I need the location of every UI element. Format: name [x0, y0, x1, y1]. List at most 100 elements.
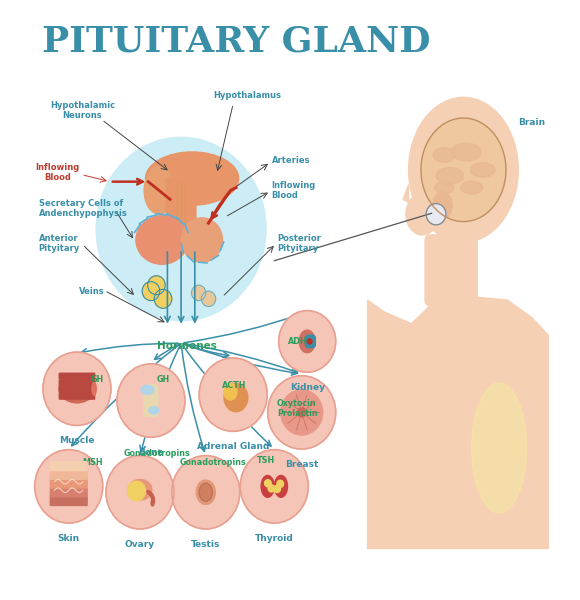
FancyBboxPatch shape — [425, 235, 477, 306]
Text: Hormones: Hormones — [157, 341, 216, 352]
Circle shape — [191, 285, 206, 301]
Ellipse shape — [151, 495, 154, 500]
Ellipse shape — [409, 97, 519, 242]
Ellipse shape — [151, 497, 155, 503]
Ellipse shape — [141, 385, 154, 394]
Circle shape — [148, 276, 165, 295]
Circle shape — [35, 449, 103, 523]
Text: Muscle: Muscle — [59, 436, 95, 445]
Text: Veins: Veins — [79, 287, 104, 296]
Circle shape — [274, 485, 281, 493]
Text: Ovary: Ovary — [125, 539, 155, 548]
Text: GH: GH — [157, 376, 170, 385]
Text: Gonadotropins: Gonadotropins — [124, 449, 190, 458]
Text: Hypothalamus: Hypothalamus — [213, 91, 281, 100]
Circle shape — [106, 455, 174, 529]
Text: ACTH: ACTH — [222, 381, 246, 390]
FancyBboxPatch shape — [306, 335, 316, 347]
Ellipse shape — [274, 475, 288, 497]
Text: Testis: Testis — [191, 539, 220, 548]
Text: TSH: TSH — [257, 457, 275, 466]
FancyBboxPatch shape — [59, 380, 95, 386]
Circle shape — [128, 481, 146, 501]
Text: Gonadotropins: Gonadotropins — [180, 458, 246, 467]
Circle shape — [307, 339, 312, 344]
Ellipse shape — [182, 218, 223, 262]
Circle shape — [96, 137, 266, 321]
Text: Brain: Brain — [519, 118, 545, 127]
Ellipse shape — [136, 216, 188, 264]
Circle shape — [201, 291, 216, 307]
Text: Bone: Bone — [138, 448, 164, 457]
Text: Oxytocin: Oxytocin — [277, 399, 317, 408]
Text: MSH: MSH — [82, 458, 103, 467]
Circle shape — [264, 479, 271, 487]
Text: Adrenal Gland: Adrenal Gland — [197, 442, 269, 451]
Polygon shape — [403, 185, 409, 202]
Ellipse shape — [406, 193, 439, 235]
Text: Arteries: Arteries — [271, 157, 310, 166]
Circle shape — [240, 449, 309, 523]
Circle shape — [298, 408, 306, 417]
Text: PITUITARY GLAND: PITUITARY GLAND — [42, 25, 430, 59]
Ellipse shape — [433, 148, 455, 163]
Ellipse shape — [146, 152, 239, 205]
Ellipse shape — [128, 479, 152, 500]
Text: Kidney: Kidney — [289, 383, 325, 392]
Ellipse shape — [261, 475, 274, 497]
Ellipse shape — [472, 383, 527, 513]
Ellipse shape — [59, 374, 95, 403]
Ellipse shape — [92, 382, 96, 395]
Ellipse shape — [434, 182, 454, 193]
Text: Skin: Skin — [57, 534, 80, 543]
Ellipse shape — [299, 330, 315, 353]
Text: Prolactin: Prolactin — [277, 409, 318, 418]
Circle shape — [172, 455, 240, 529]
Circle shape — [43, 352, 111, 425]
FancyBboxPatch shape — [144, 385, 158, 416]
Ellipse shape — [144, 167, 174, 214]
Circle shape — [281, 390, 322, 435]
Circle shape — [279, 311, 336, 372]
Ellipse shape — [224, 383, 248, 412]
Ellipse shape — [444, 341, 532, 519]
Ellipse shape — [271, 482, 278, 488]
FancyBboxPatch shape — [59, 393, 95, 399]
Text: Breast: Breast — [285, 460, 318, 469]
Ellipse shape — [200, 484, 212, 501]
Ellipse shape — [421, 118, 506, 221]
Ellipse shape — [196, 480, 215, 505]
Circle shape — [268, 376, 336, 449]
FancyBboxPatch shape — [50, 470, 87, 479]
Ellipse shape — [151, 500, 154, 506]
FancyBboxPatch shape — [50, 479, 87, 488]
FancyBboxPatch shape — [50, 461, 87, 470]
Circle shape — [277, 480, 284, 487]
FancyBboxPatch shape — [50, 488, 87, 497]
FancyBboxPatch shape — [166, 178, 196, 229]
Circle shape — [117, 364, 185, 437]
Circle shape — [268, 485, 275, 492]
Ellipse shape — [451, 143, 481, 161]
Ellipse shape — [436, 167, 463, 184]
Ellipse shape — [224, 383, 237, 400]
Text: Anterior
Pityitary: Anterior Pityitary — [39, 234, 80, 253]
Ellipse shape — [470, 163, 495, 177]
FancyBboxPatch shape — [59, 386, 95, 392]
Circle shape — [426, 203, 446, 225]
Circle shape — [199, 358, 267, 431]
Circle shape — [154, 289, 172, 308]
Text: GH: GH — [90, 376, 104, 385]
FancyBboxPatch shape — [50, 497, 87, 505]
Ellipse shape — [433, 192, 452, 218]
Ellipse shape — [147, 491, 151, 494]
Polygon shape — [368, 297, 549, 548]
FancyBboxPatch shape — [59, 373, 95, 379]
Text: Inflowing
Blood: Inflowing Blood — [35, 163, 80, 182]
Text: Thyroid: Thyroid — [255, 534, 293, 543]
Text: Hypothalamic
Neurons: Hypothalamic Neurons — [50, 101, 115, 121]
Text: Inflowing
Blood: Inflowing Blood — [271, 181, 316, 200]
Text: Posterior
Pityitary: Posterior Pityitary — [277, 234, 321, 253]
Text: Secretary Cells of
Andenchypophysis: Secretary Cells of Andenchypophysis — [39, 199, 128, 218]
Ellipse shape — [461, 181, 483, 194]
